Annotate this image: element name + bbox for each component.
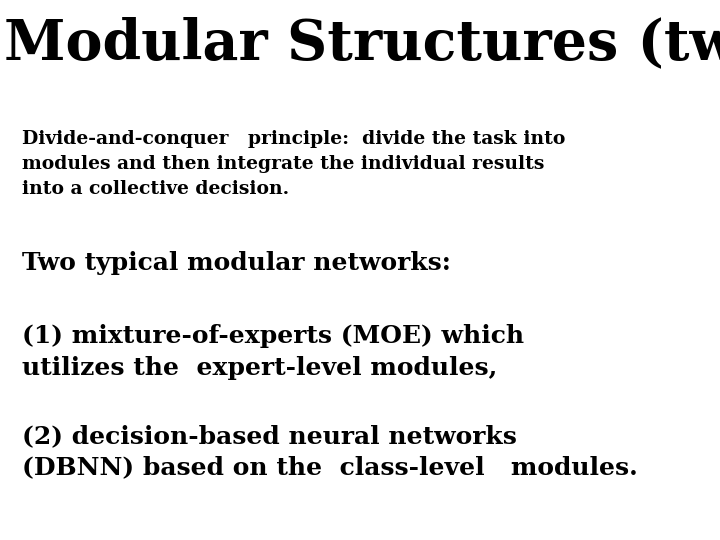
Text: (2) decision-based neural networks
(DBNN) based on the  class-level   modules.: (2) decision-based neural networks (DBNN… — [22, 424, 637, 480]
Text: Modular Structures (two-level): Modular Structures (two-level) — [4, 16, 720, 71]
Text: Two typical modular networks:: Two typical modular networks: — [22, 251, 451, 275]
Text: Divide-and-conquer   principle:  divide the task into
modules and then integrate: Divide-and-conquer principle: divide the… — [22, 130, 565, 198]
Text: (1) mixture-of-experts (MOE) which
utilizes the  expert-level modules,: (1) mixture-of-experts (MOE) which utili… — [22, 324, 523, 380]
